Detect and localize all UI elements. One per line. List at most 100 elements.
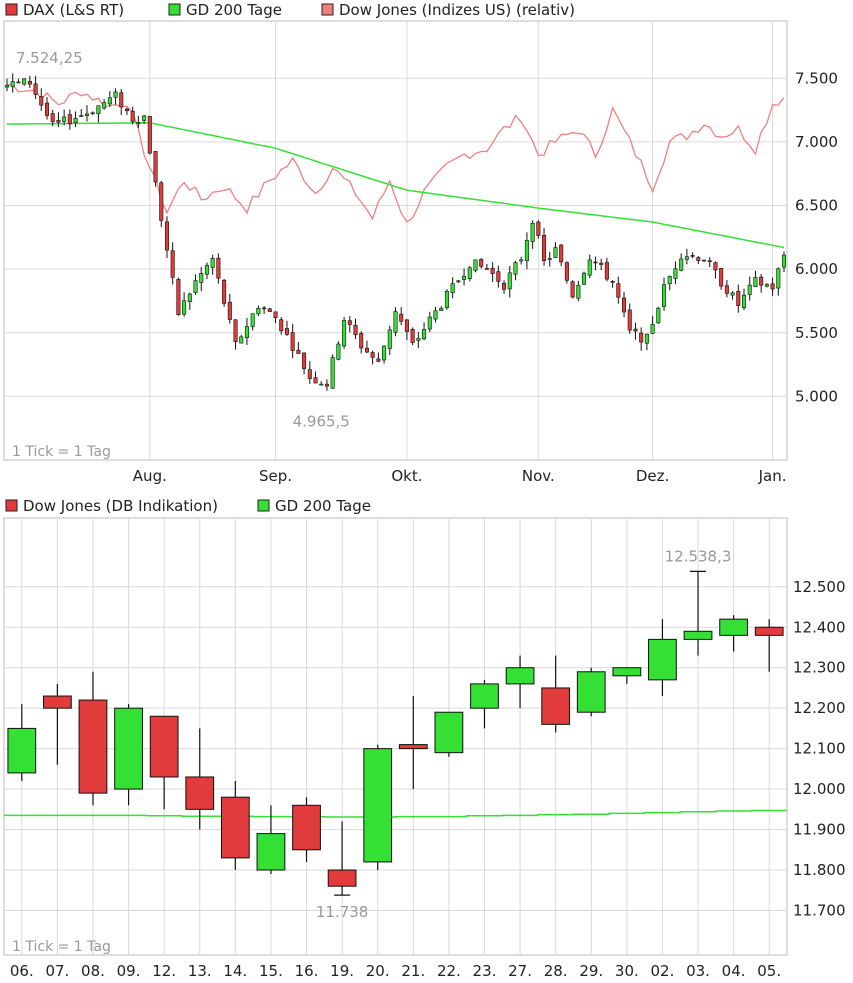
dax-candle-body [199, 273, 204, 283]
dax-candle-body [536, 221, 541, 236]
top-tick-note: 1 Tick = 1 Tag [12, 444, 111, 460]
bottom-y-tick-label: 12.400 [793, 618, 846, 636]
dax-candle-body [290, 332, 295, 351]
dax-candle-body [136, 122, 141, 125]
dax-candle-body [644, 333, 649, 344]
bottom-x-tick-label: 29. [579, 962, 603, 980]
dax-candle-body [764, 284, 769, 287]
dax-candle-body [416, 337, 421, 341]
dax-candle-body [444, 290, 449, 308]
bottom-x-tick-label: 02. [651, 962, 675, 980]
dax-candle-body [753, 277, 758, 288]
dax-candle-body [164, 221, 169, 251]
dax-candle-body [684, 256, 689, 260]
legend-label-top-1: GD 200 Tage [186, 1, 282, 19]
dax-candle-body [313, 377, 318, 384]
bottom-y-tick-label: 11.800 [793, 861, 846, 879]
dax-candle-body [62, 116, 67, 122]
bottom-x-tick-label: 28. [544, 962, 568, 980]
dax-candle-body [507, 272, 512, 290]
dax-candle-body [433, 310, 438, 320]
dax-candle-body [427, 316, 432, 330]
dax-candle-body [222, 279, 227, 304]
dax-candle-body [633, 328, 638, 332]
dax-candle-body [142, 115, 147, 121]
dow-candle-body [78, 699, 108, 794]
bottom-x-tick-label: 03. [686, 962, 710, 980]
dax-candle-body [387, 329, 392, 349]
dax-candle-body [530, 223, 535, 242]
dax-candle-body [16, 81, 21, 84]
dax-candle-body [610, 280, 615, 283]
dax-candle-body [570, 281, 575, 298]
dax-candle-body [467, 267, 472, 279]
dax-candle-body [513, 262, 518, 275]
dax-candle-body [656, 307, 661, 324]
top-y-tick-label: 7.000 [795, 133, 838, 151]
top-x-tick-label: Sep. [259, 467, 292, 485]
dax-candle-body [107, 97, 112, 105]
dax-candle-body [747, 284, 752, 295]
dax-candle-body [404, 319, 409, 332]
dax-candle-body [147, 116, 152, 154]
bottom-x-tick-label: 20. [366, 962, 390, 980]
dax-candle-body [73, 118, 78, 123]
legend-swatch-top-2 [321, 3, 334, 16]
dow-candle-body [7, 727, 37, 774]
dax-candle-body [462, 275, 467, 280]
dax-candle-body [502, 282, 507, 290]
bottom-x-tick-label: 27. [508, 962, 532, 980]
dow-candle-body [327, 869, 357, 887]
dax-candle-body [781, 254, 787, 268]
dax-candle-body [210, 257, 215, 268]
dax-candle-body [239, 336, 244, 344]
dax-candle-body [67, 114, 72, 125]
dow-candle-body [220, 796, 250, 859]
dow-candle-body [292, 804, 321, 851]
dax-candle-body [176, 279, 181, 315]
dax-candle-body [639, 332, 644, 343]
dow-candle-body [754, 626, 784, 636]
dax-candle-body [679, 258, 684, 271]
dax-candle-body [84, 113, 89, 116]
top-y-tick-label: 5.500 [795, 324, 838, 342]
top-y-tick-label: 6.000 [795, 260, 838, 278]
dow-candle-body [114, 707, 143, 790]
dax-candle-body [22, 78, 27, 85]
dax-candle-body [582, 272, 587, 285]
dax-candle-body [284, 328, 289, 335]
dow-candle-body [256, 833, 286, 871]
dow-candle-body [470, 683, 499, 709]
dax-candle-body [79, 115, 84, 117]
top-y-tick-label: 7.500 [795, 69, 838, 87]
dax-candle-body [353, 324, 358, 336]
dax-candle-body [622, 297, 627, 313]
dax-candle-body [267, 308, 272, 312]
bottom-x-tick-label: 07. [45, 962, 69, 980]
dax-candle-body [44, 102, 50, 116]
dax-candle-body [690, 255, 695, 257]
dax-candle-body [182, 300, 187, 315]
bottom-x-tick-label: 16. [295, 962, 319, 980]
dax-candle-body [667, 276, 672, 285]
top-x-tick-label: Dez. [636, 467, 669, 485]
dax-candle-body [113, 91, 118, 98]
dax-candle-body [479, 258, 484, 267]
dow-candle-body [434, 711, 464, 754]
dax-candle-body [130, 110, 135, 122]
dax-candle-body [759, 276, 764, 286]
dow-candle-body [505, 667, 535, 685]
dax-candle-body [399, 313, 404, 322]
bottom-x-tick-label: 13. [188, 962, 212, 980]
dow-candle-body [719, 618, 748, 636]
dax-candle-body [627, 309, 632, 331]
dax-candle-body [450, 283, 455, 293]
dax-candle-body [599, 262, 604, 265]
dow-candle-body [612, 667, 642, 677]
dax-candle-body [324, 383, 329, 387]
dax-candle-body [730, 292, 735, 296]
dax-candle-body [124, 108, 129, 111]
dow-candle-body [683, 630, 713, 640]
dax-candle-body [262, 307, 267, 310]
